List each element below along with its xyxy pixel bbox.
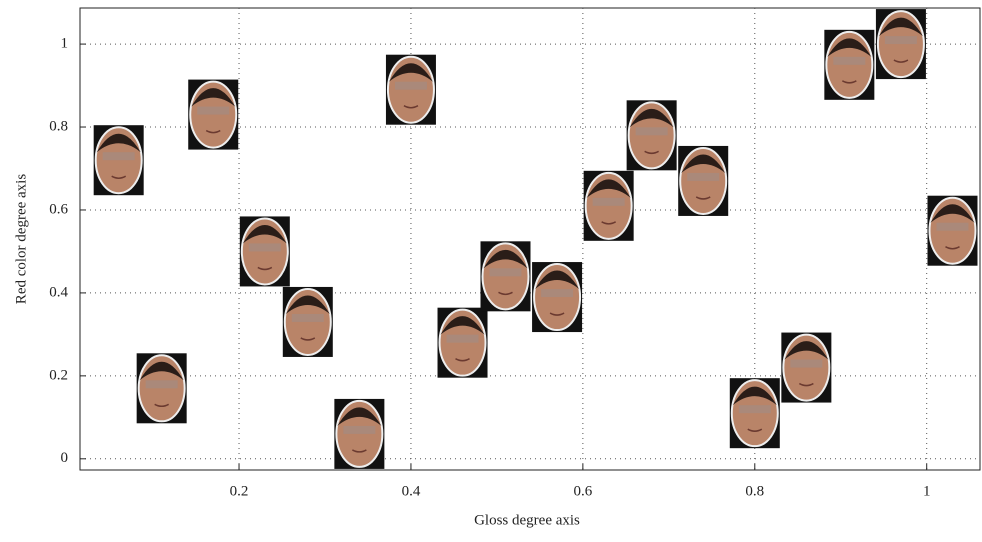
face-marker <box>480 241 531 312</box>
mouth <box>351 449 367 453</box>
face-marker <box>334 398 385 469</box>
y-tick-label: 0.6 <box>49 201 68 217</box>
mouth <box>300 337 316 341</box>
eye-blur <box>145 380 178 389</box>
eye-blur <box>394 81 427 90</box>
face-marker <box>927 195 978 266</box>
x-tick-label: 0.6 <box>573 483 592 499</box>
eye-blur <box>833 56 866 65</box>
mouth <box>841 80 857 84</box>
hair <box>681 154 726 173</box>
hair <box>930 204 975 223</box>
mouth <box>154 403 170 408</box>
eye-blur <box>936 222 969 231</box>
face-marker <box>532 262 583 333</box>
x-tick-label: 1 <box>923 483 931 499</box>
face-marker <box>282 286 333 357</box>
face-marker <box>136 353 187 424</box>
y-axis-label: Red color degree axis <box>13 174 29 305</box>
hair <box>629 108 674 128</box>
face-marker <box>188 79 239 150</box>
y-tick-label: 1 <box>61 36 69 52</box>
hair <box>139 361 184 381</box>
y-tick-label: 0.4 <box>49 284 68 300</box>
mouth <box>549 312 565 316</box>
x-tick-label: 0.4 <box>402 483 421 499</box>
eye-blur <box>592 197 625 206</box>
eye-blur <box>197 106 230 115</box>
eye-blur <box>738 405 771 414</box>
mouth <box>695 196 711 200</box>
mouth <box>498 291 513 296</box>
x-tick-label: 0.8 <box>745 483 764 499</box>
hair <box>586 179 631 198</box>
hair <box>878 17 923 37</box>
eye-blur <box>446 334 479 343</box>
face-marker <box>875 9 926 80</box>
eye-blur <box>343 425 376 434</box>
face-marker <box>781 332 832 403</box>
mouth <box>601 221 617 225</box>
face-marker <box>437 307 488 378</box>
face-marker <box>239 216 290 287</box>
mouth <box>257 266 273 271</box>
mouth <box>205 129 221 134</box>
mouth <box>945 246 960 250</box>
hair <box>483 249 528 269</box>
hair <box>827 38 872 57</box>
hair <box>191 88 236 107</box>
mouth <box>455 358 470 362</box>
face-marker <box>385 54 436 125</box>
eye-blur <box>291 313 324 322</box>
face-marker <box>729 378 780 449</box>
hair <box>388 63 433 82</box>
eye-blur <box>790 359 823 368</box>
face-marker <box>824 29 875 100</box>
mouth <box>893 59 909 63</box>
eye-blur <box>248 243 281 252</box>
face-marker <box>93 125 144 196</box>
eye-blur <box>541 289 574 298</box>
face-marker <box>678 145 729 216</box>
eye-blur <box>635 127 668 136</box>
mouth <box>403 105 419 109</box>
y-tick-label: 0.2 <box>49 367 68 383</box>
mouth <box>798 382 814 387</box>
hair <box>337 407 382 426</box>
eye-blur <box>102 152 135 161</box>
y-tick-label: 0 <box>61 450 69 466</box>
y-tick-label: 0.8 <box>49 118 68 134</box>
x-axis-label: Gloss degree axis <box>474 512 580 528</box>
eye-blur <box>489 268 522 277</box>
hair <box>96 133 141 153</box>
face-marker <box>626 100 677 171</box>
hair <box>440 316 485 335</box>
mouth <box>747 428 763 432</box>
mouth <box>644 150 660 155</box>
x-tick-label: 0.2 <box>230 483 249 499</box>
hair <box>784 341 829 360</box>
hair <box>285 295 330 314</box>
hair <box>242 224 287 244</box>
hair <box>732 386 777 406</box>
face-marker <box>583 170 634 241</box>
hair <box>535 270 580 290</box>
plot-frame <box>79 7 981 471</box>
eye-blur <box>687 172 720 181</box>
eye-blur <box>884 36 917 45</box>
mouth <box>111 175 127 179</box>
